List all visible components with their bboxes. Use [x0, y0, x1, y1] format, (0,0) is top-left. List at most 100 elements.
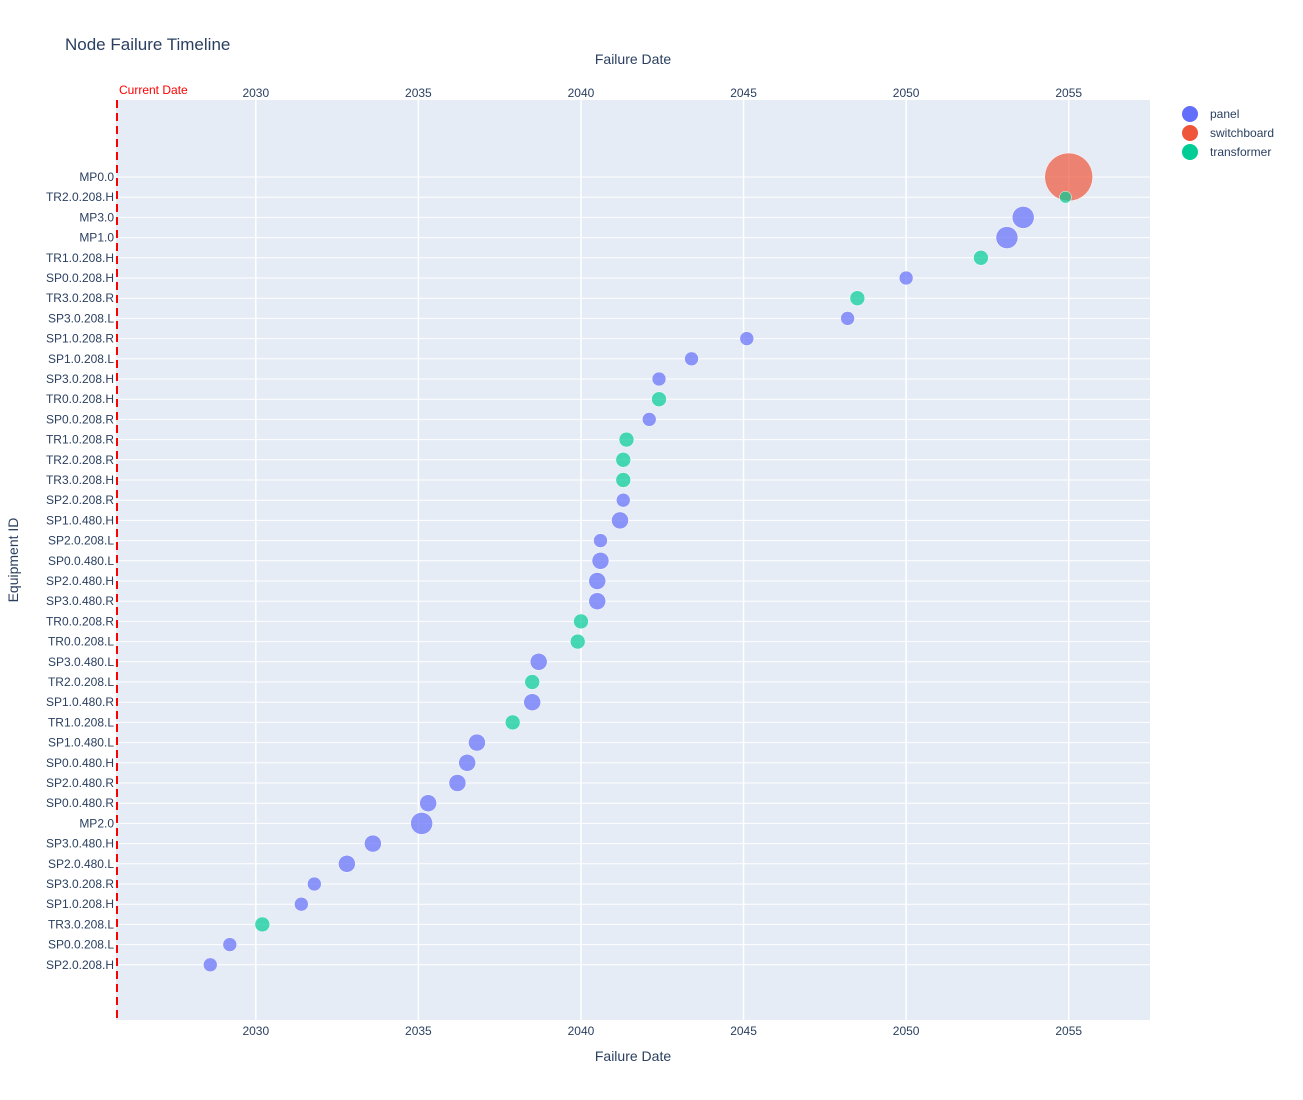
y-tick-label: SP3.0.480.H [46, 837, 114, 851]
data-point-transformer [254, 916, 271, 933]
current-date-label: Current Date [119, 83, 188, 97]
y-tick-label: SP1.0.480.R [46, 695, 114, 709]
tick-labels: MP0.0 TR2.0.208.H MP3.0 MP1.0 TR1.0.208.H SP0… [46, 86, 1082, 1038]
x-tick-label-top: 2050 [893, 86, 920, 100]
y-tick-label: TR3.0.208.L [48, 917, 114, 931]
chart-title: Node Failure Timeline [65, 35, 230, 54]
data-point-panel [739, 331, 755, 346]
y-tick-label: SP1.0.480.H [46, 513, 114, 527]
data-point-panel [294, 896, 309, 912]
data-point-transformer [651, 391, 667, 407]
data-point-panel [651, 371, 667, 387]
x-tick-label-bottom: 2055 [1055, 1024, 1082, 1038]
y-tick-label: TR3.0.208.H [46, 473, 114, 487]
legend-marker-switchboard [1182, 125, 1198, 141]
y-tick-label: SP1.0.208.H [46, 897, 114, 911]
y-tick-label: SP2.0.480.L [48, 857, 114, 871]
data-point-panel [307, 876, 322, 892]
data-point-transformer [849, 290, 866, 306]
y-tick-label: SP2.0.208.L [48, 534, 114, 548]
data-point-panel [591, 552, 610, 570]
data-point-panel [588, 572, 606, 590]
x-tick-label-bottom: 2030 [242, 1024, 269, 1038]
legend-marker-transformer [1182, 144, 1198, 160]
y-tick-label: TR0.0.208.L [48, 635, 114, 649]
data-point-panel [642, 412, 657, 427]
x-tick-label-bottom: 2050 [893, 1024, 920, 1038]
y-tick-label: MP3.0 [79, 210, 114, 224]
y-tick-label: SP0.0.208.L [48, 938, 114, 952]
y-tick-label: TR2.0.208.H [46, 190, 114, 204]
legend-marker-panel [1182, 106, 1198, 122]
y-tick-label: SP2.0.208.H [46, 958, 114, 972]
y-tick-label: MP2.0 [79, 816, 114, 830]
data-point-transformer [524, 674, 540, 690]
data-point-panel [529, 653, 548, 671]
x-tick-label-bottom: 2035 [405, 1024, 432, 1038]
data-point-transformer [504, 714, 521, 731]
x-axis-title-bottom: Failure Date [595, 1048, 671, 1064]
x-axis-title-top: Failure Date [595, 51, 671, 67]
y-tick-label: SP2.0.480.R [46, 776, 114, 790]
x-tick-label-top: 2045 [730, 86, 757, 100]
gridlines [116, 100, 1150, 1020]
data-point-panel [615, 492, 631, 508]
legend-item-panel[interactable]: panel [1182, 106, 1239, 122]
y-tick-label: SP2.0.480.H [46, 574, 114, 588]
data-points [203, 152, 1093, 973]
y-tick-label: SP3.0.480.L [48, 655, 114, 669]
x-tick-label-top: 2040 [568, 86, 595, 100]
data-point-transformer [615, 452, 631, 468]
x-tick-label-bottom: 2040 [568, 1024, 595, 1038]
data-point-panel [419, 794, 437, 812]
data-point-panel [588, 592, 606, 610]
data-point-panel [203, 957, 218, 973]
y-tick-label: MP0.0 [79, 170, 114, 184]
data-point-panel [995, 226, 1019, 249]
y-tick-label: SP0.0.480.H [46, 756, 114, 770]
y-tick-label: MP1.0 [79, 231, 114, 245]
data-point-transformer [615, 472, 631, 488]
data-point-panel [364, 834, 382, 853]
data-point-transformer [569, 633, 586, 650]
legend-label-panel: panel [1210, 107, 1239, 121]
data-point-panel [468, 733, 486, 752]
y-tick-label: TR0.0.208.H [46, 392, 114, 406]
y-tick-label: TR2.0.208.L [48, 675, 114, 689]
data-point-transformer [973, 250, 989, 266]
legend-label-switchboard: switchboard [1210, 126, 1274, 140]
data-point-panel [840, 311, 855, 326]
data-point-panel [458, 754, 476, 772]
y-tick-label: TR1.0.208.L [48, 715, 114, 729]
y-tick-label: TR0.0.208.R [46, 614, 114, 628]
y-tick-label: SP0.0.480.R [46, 796, 114, 810]
y-tick-label: SP3.0.208.H [46, 372, 114, 386]
data-point-panel [448, 774, 467, 792]
y-tick-label: TR2.0.208.R [46, 453, 114, 467]
data-point-panel [523, 693, 541, 711]
data-point-transformer [618, 431, 635, 448]
y-tick-label: SP0.0.480.L [48, 554, 114, 568]
y-tick-label: SP1.0.208.L [48, 352, 114, 366]
y-tick-label: TR3.0.208.R [46, 291, 114, 305]
data-point-panel [222, 937, 238, 952]
data-point-panel [611, 511, 629, 530]
y-tick-label: TR1.0.208.R [46, 433, 114, 447]
legend: panel switchboard transformer [1182, 106, 1274, 160]
data-point-panel [898, 270, 914, 286]
data-point-panel [410, 812, 433, 835]
data-point-transformer [573, 613, 589, 630]
legend-item-switchboard[interactable]: switchboard [1182, 125, 1274, 141]
x-tick-label-top: 2030 [242, 86, 269, 100]
legend-label-transformer: transformer [1210, 145, 1271, 159]
legend-item-transformer[interactable]: transformer [1182, 144, 1271, 160]
y-tick-label: SP0.0.208.H [46, 271, 114, 285]
y-tick-label: SP2.0.208.R [46, 493, 114, 507]
y-tick-label: TR1.0.208.H [46, 251, 114, 265]
y-tick-label: SP3.0.208.R [46, 877, 114, 891]
data-point-panel [593, 533, 608, 548]
x-tick-label-top: 2035 [405, 86, 432, 100]
y-tick-label: SP0.0.208.R [46, 412, 114, 426]
y-axis-title: Equipment ID [5, 518, 21, 603]
